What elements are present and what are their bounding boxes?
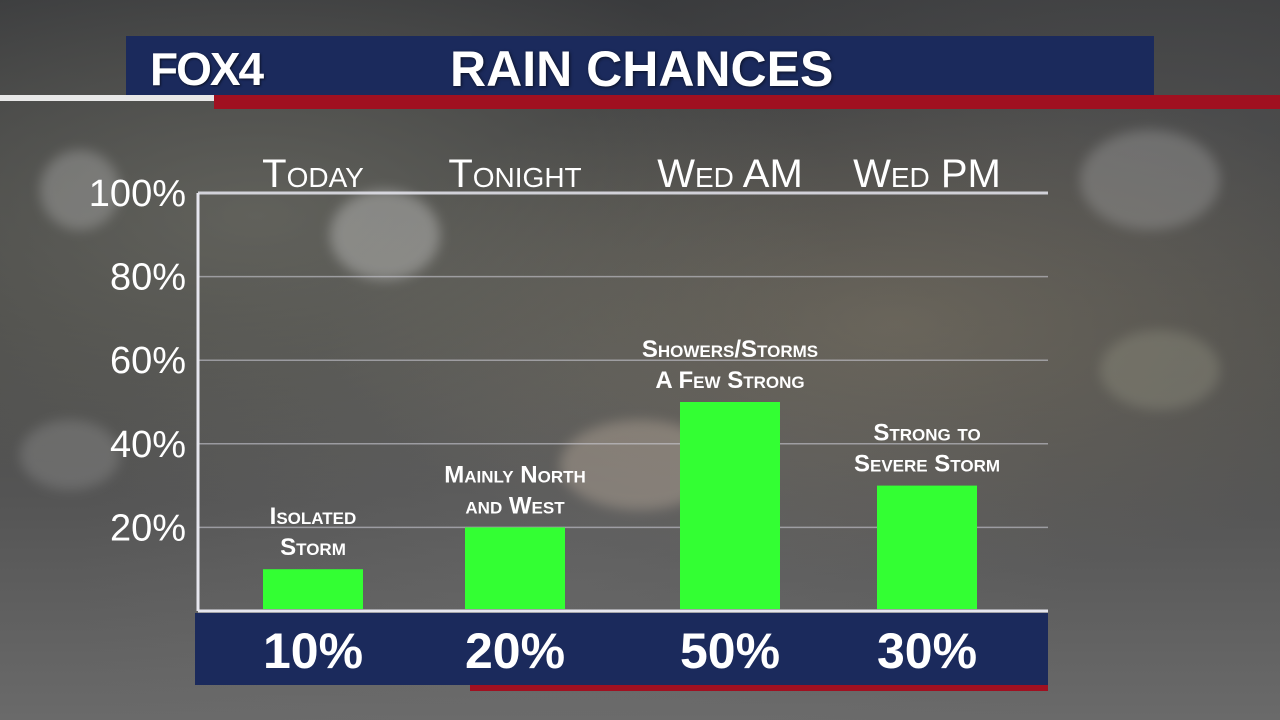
category-label: Tonight: [448, 152, 581, 196]
value-panel-red-stripe: [470, 685, 1048, 691]
bar-annotation: Severe Storm: [854, 451, 1000, 478]
fox4-logo: FOX4: [150, 43, 264, 95]
value-label: 50%: [680, 623, 780, 679]
bar-wed-am: [680, 402, 780, 609]
background-light: [20, 420, 120, 490]
y-tick-label: 100%: [89, 173, 186, 215]
y-tick-label: 60%: [110, 340, 186, 382]
bar-annotation: and West: [465, 492, 565, 519]
bar-annotation: Isolated: [270, 503, 357, 530]
y-tick-label: 80%: [110, 257, 186, 299]
bar-annotation: Showers/Storms: [642, 336, 818, 363]
bar-annotation: A Few Strong: [655, 367, 804, 394]
background-light: [40, 150, 120, 230]
background-light: [1100, 330, 1220, 410]
value-label: 30%: [877, 623, 977, 679]
y-tick-label: 40%: [110, 424, 186, 466]
category-label: Wed AM: [657, 152, 803, 196]
y-tick-label: 20%: [110, 507, 186, 549]
bar-wed-pm: [877, 485, 977, 609]
bar-annotation: Storm: [280, 534, 346, 561]
bar-annotation: Mainly North: [444, 461, 586, 488]
background-light: [1080, 130, 1220, 230]
value-label: 10%: [263, 623, 363, 679]
bar-today: [263, 569, 363, 609]
header-white-stripe: [0, 95, 214, 101]
value-panel: [195, 613, 1048, 685]
background-light: [330, 190, 440, 280]
value-label: 20%: [465, 623, 565, 679]
page-title: RAIN CHANCES: [450, 41, 834, 97]
header-red-stripe: [214, 95, 1280, 109]
category-label: Wed PM: [853, 152, 1001, 196]
category-label: Today: [262, 152, 364, 196]
bar-annotation: Strong to: [873, 420, 980, 447]
bar-tonight: [465, 527, 565, 609]
header-bar: [126, 36, 1154, 96]
